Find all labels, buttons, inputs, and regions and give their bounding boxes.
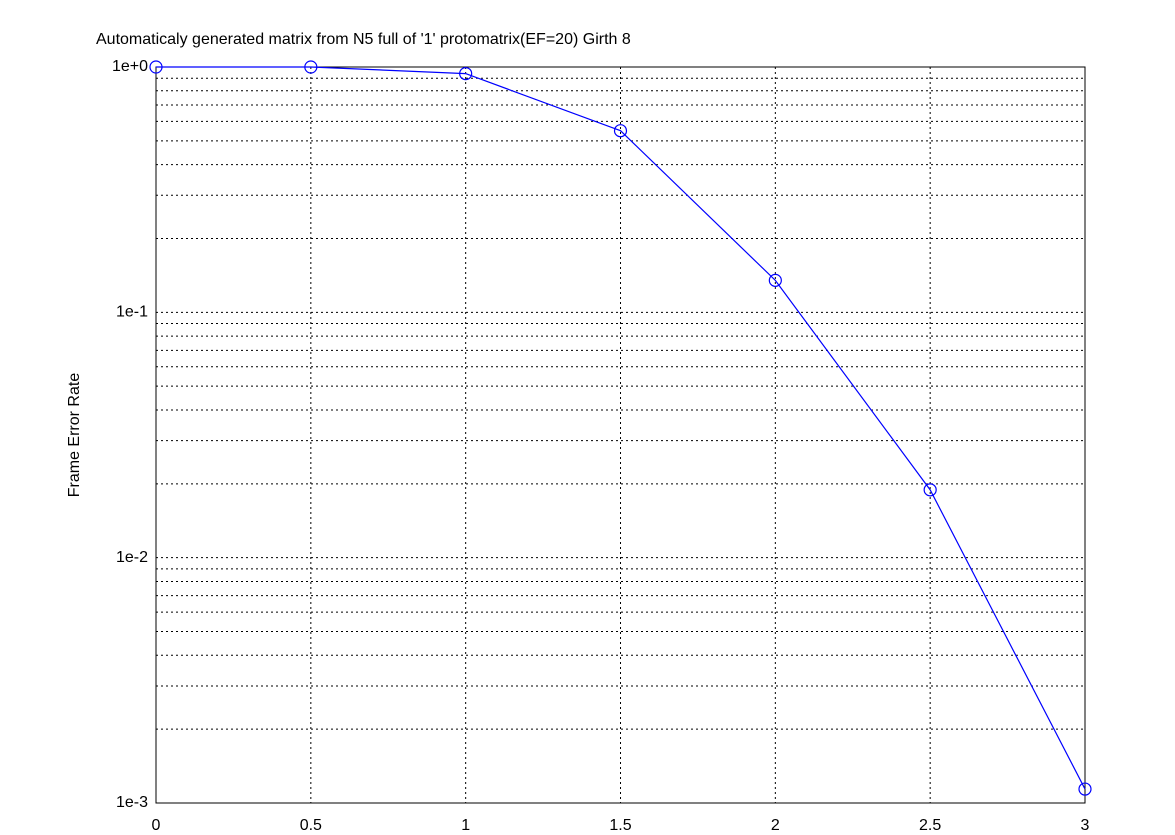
marker bbox=[923, 483, 937, 497]
y-tick-label: 1e-1 bbox=[116, 304, 148, 321]
x-tick-label: 2 bbox=[771, 817, 780, 834]
marker bbox=[613, 124, 628, 138]
y-tick-label: 1e-3 bbox=[116, 794, 148, 811]
y-tick-label: 1e-2 bbox=[116, 549, 148, 566]
series-line bbox=[156, 66, 1086, 790]
x-tick-label: 1 bbox=[461, 817, 470, 834]
x-tick-label: 0 bbox=[152, 817, 161, 834]
y-tick-label: 1e+0 bbox=[112, 58, 148, 75]
chart-title: Automaticaly generated matrix from N5 fu… bbox=[96, 31, 631, 48]
marker bbox=[459, 66, 473, 81]
y-axis-label: Frame Error Rate bbox=[66, 373, 83, 498]
marker bbox=[149, 60, 163, 74]
marker bbox=[768, 273, 782, 287]
plot-frame bbox=[155, 66, 1086, 804]
x-tick-label: 1.5 bbox=[609, 817, 631, 834]
marker bbox=[1078, 782, 1092, 796]
marker bbox=[304, 60, 318, 74]
x-tick-label: 3 bbox=[1081, 817, 1090, 834]
x-tick-label: 2.5 bbox=[919, 817, 941, 834]
x-tick-label: 0.5 bbox=[300, 817, 322, 834]
